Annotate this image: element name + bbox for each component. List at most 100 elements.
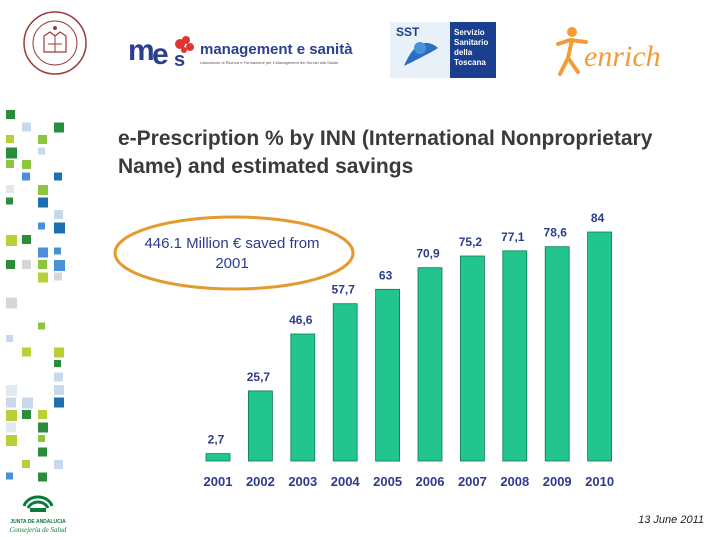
mes-logo-tagline: Laboratorio di Ricerca e Formazione per … [200, 60, 339, 65]
mosaic-tile [22, 172, 30, 181]
mosaic-tile [6, 160, 14, 168]
x-tick-2001: 2001 [204, 474, 233, 489]
data-label-2010: 84 [591, 211, 605, 225]
sst-line-3: della [454, 48, 473, 57]
mosaic-tile [54, 272, 62, 281]
sst-line-2: Sanitario [454, 38, 489, 47]
svg-text:enrich: enrich [584, 40, 661, 73]
mosaic-tile [22, 347, 31, 357]
mosaic-tile [22, 460, 30, 468]
mosaic-tile [54, 385, 64, 395]
svg-text:SST: SST [396, 25, 420, 39]
data-label-2007: 75,2 [459, 235, 483, 249]
management-e-sanita-logo: m e s [128, 34, 194, 71]
mosaic-tile [38, 472, 47, 482]
sst-line-1: Servizio [454, 28, 485, 37]
x-tick-2002: 2002 [246, 474, 275, 489]
mosaic-tile [22, 260, 31, 269]
x-tick-2009: 2009 [543, 474, 572, 489]
mosaic-tile [6, 235, 17, 246]
x-tick-2008: 2008 [500, 474, 529, 489]
mosaic-tile [6, 397, 16, 408]
data-label-2001: 2,7 [208, 433, 225, 447]
decorative-mosaic [6, 110, 65, 482]
mosaic-tile [6, 410, 17, 421]
mosaic-tile [38, 435, 45, 442]
mosaic-tile [38, 197, 48, 208]
mosaic-tile [38, 410, 47, 419]
mosaic-tile [6, 297, 17, 309]
bar-2008 [502, 250, 528, 462]
bar-2005 [375, 288, 401, 462]
mosaic-tile [54, 360, 61, 367]
mosaic-tile [38, 272, 48, 283]
mosaic-tile [6, 422, 16, 433]
x-tick-2010: 2010 [585, 474, 614, 489]
bar-2001 [205, 453, 231, 462]
mosaic-tile [54, 460, 63, 469]
savings-callout: 446.1 Million € saved from 2001 [144, 235, 320, 272]
bar-2003 [290, 333, 316, 462]
sst-logo: SST [390, 22, 496, 78]
bar-2007 [459, 255, 485, 462]
data-label-2002: 25,7 [247, 370, 271, 384]
bar-2004 [332, 303, 358, 462]
data-label-2003: 46,6 [289, 313, 313, 327]
mosaic-tile [6, 260, 15, 269]
mosaic-tile [22, 410, 31, 419]
mosaic-tile [54, 247, 61, 255]
junta-andalucia-logo: JUNTA DE ANDALUCIA Consejería de Salud [10, 495, 67, 534]
mosaic-tile [38, 322, 45, 330]
svg-text:Consejería de Salud: Consejería de Salud [10, 526, 67, 534]
mosaic-tile [38, 422, 48, 433]
mosaic-tile [6, 435, 17, 446]
bar-2009 [544, 246, 570, 462]
footer-date: 13 June 2011 [638, 514, 704, 526]
slide-title: e-Prescription % by INN (International N… [118, 127, 653, 178]
svg-text:m: m [128, 34, 155, 67]
mosaic-tile [54, 372, 63, 382]
mosaic-tile [22, 397, 33, 409]
mosaic-tile [38, 247, 48, 258]
mosaic-tile [54, 222, 65, 234]
bar-2006 [417, 267, 443, 462]
mes-logo-name: management e sanità [200, 41, 353, 58]
mosaic-tile [38, 147, 45, 155]
mosaic-tile [38, 260, 47, 269]
mosaic-tile [54, 260, 65, 271]
callout-oval [113, 215, 355, 291]
sst-line-4: Toscana [454, 58, 486, 67]
bar-2010 [587, 231, 612, 462]
x-tick-2006: 2006 [416, 474, 445, 489]
mosaic-tile [38, 447, 47, 457]
mosaic-tile [54, 397, 64, 408]
mosaic-tile [54, 122, 64, 133]
svg-text:s: s [174, 49, 185, 71]
mosaic-tile [6, 135, 14, 143]
mosaic-tile [54, 347, 64, 358]
data-label-2005: 63 [379, 268, 393, 282]
sst-logo-text: Servizio Sanitario della Toscana [454, 28, 494, 68]
mosaic-tile [6, 472, 13, 480]
svg-text:e: e [152, 38, 169, 71]
x-tick-2004: 2004 [331, 474, 361, 489]
mosaic-tile [38, 135, 47, 144]
mosaic-tile [38, 185, 48, 195]
mosaic-tile [54, 172, 62, 181]
mosaic-tile [6, 385, 17, 396]
x-tick-2003: 2003 [288, 474, 317, 489]
university-seal-logo [23, 11, 87, 75]
x-tick-2005: 2005 [373, 474, 402, 489]
x-tick-2007: 2007 [458, 474, 487, 489]
mosaic-tile [54, 210, 63, 219]
enrich-logo: enrich [556, 27, 661, 76]
mosaic-tile [6, 335, 13, 342]
mosaic-tile [38, 222, 45, 230]
mosaic-tile [22, 160, 31, 169]
data-label-2009: 78,6 [544, 226, 568, 240]
mosaic-tile [6, 197, 13, 205]
data-label-2008: 77,1 [501, 230, 525, 244]
mosaic-tile [6, 147, 17, 159]
mosaic-tile [22, 235, 31, 244]
data-label-2006: 70,9 [416, 247, 440, 261]
